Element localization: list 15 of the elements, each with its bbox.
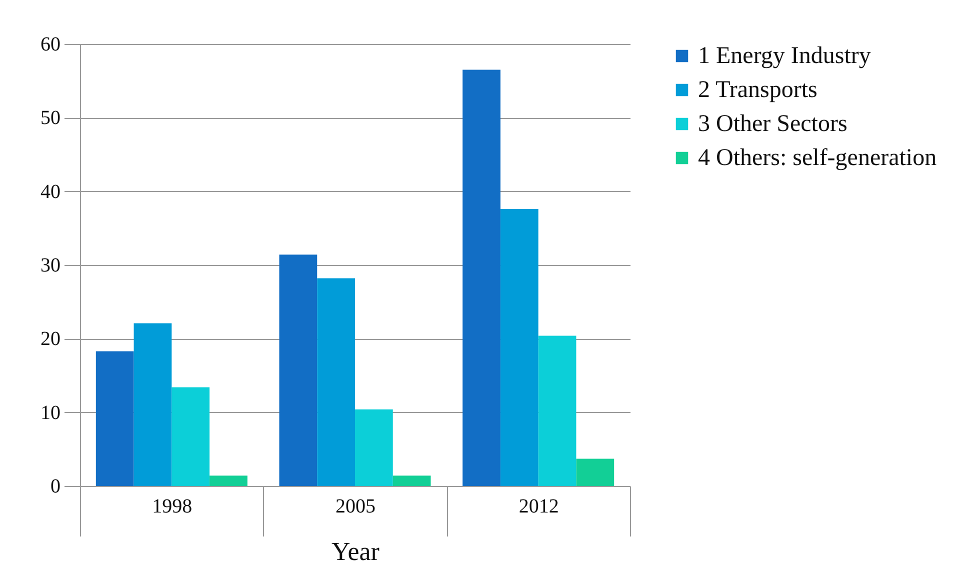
y-tick-label: 50	[40, 107, 60, 130]
legend-label: 4 Others: self-generation	[698, 145, 937, 171]
legend-label: 2 Transports	[698, 77, 818, 103]
y-tick-label: 40	[40, 180, 60, 203]
y-tick-label: 30	[40, 254, 60, 276]
legend-label: 1 Energy Industry	[698, 43, 871, 69]
x-tick-label: 2005	[336, 496, 376, 518]
x-tick-label: 2012	[518, 496, 559, 518]
y-tick-label: 60	[40, 34, 60, 56]
x-tick-label: 1998	[152, 496, 192, 518]
y-tick-label: 20	[40, 328, 60, 350]
x-axis-title: Year	[332, 537, 380, 566]
legend-label: 3 Other Sectors	[698, 111, 848, 137]
y-tick-label: 10	[40, 402, 60, 424]
y-tick-label: 0	[50, 476, 60, 498]
